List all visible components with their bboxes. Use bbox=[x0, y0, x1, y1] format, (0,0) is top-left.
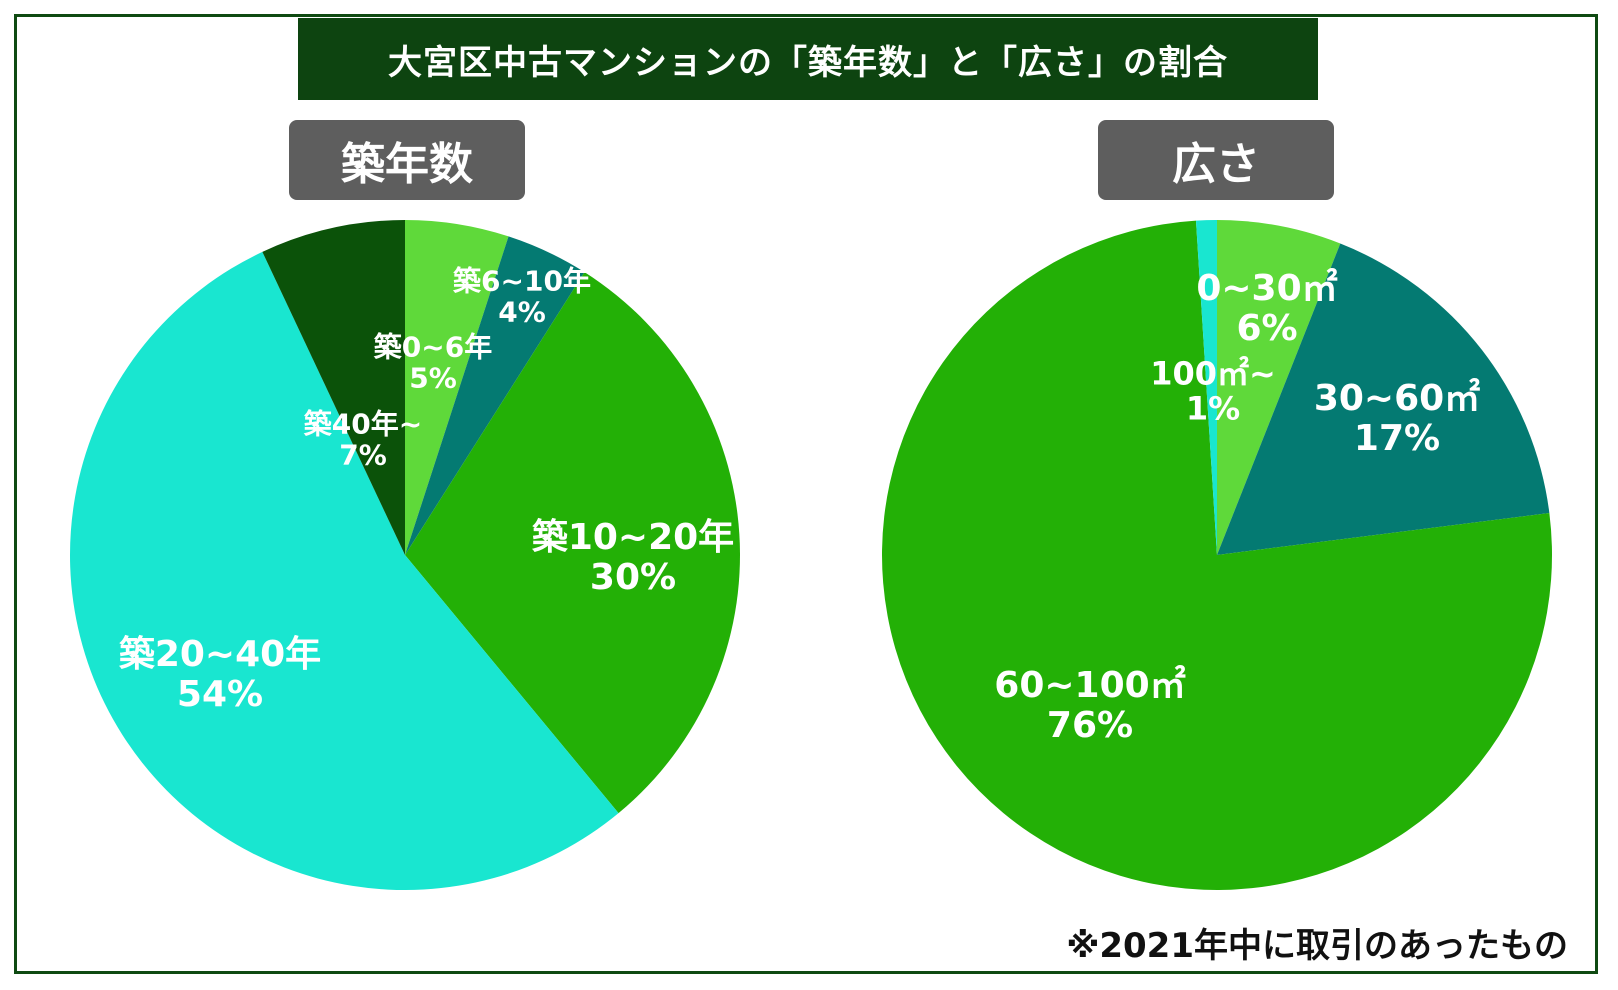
age-slice-percent-2: 30% bbox=[590, 557, 676, 598]
area-slice-1 bbox=[1217, 243, 1550, 555]
area-slice-3 bbox=[1195, 220, 1217, 555]
area-slice-percent-3: 1% bbox=[1186, 390, 1240, 428]
age-slice-label-1: 築6~10年 bbox=[452, 265, 591, 298]
area-slice-label-0: 0~30㎡ bbox=[1196, 267, 1337, 309]
age-slice-label-3: 築20~40年 bbox=[119, 634, 321, 675]
age-slice-percent-3: 54% bbox=[177, 674, 263, 715]
chart-title: 大宮区中古マンションの「築年数」と「広さ」の割合 bbox=[298, 18, 1318, 100]
area-slice-label-2: 60~100㎡ bbox=[994, 664, 1185, 706]
area-slice-2 bbox=[881, 220, 1552, 891]
age-slice-percent-1: 4% bbox=[498, 295, 546, 328]
age-slice-label-4: 築40年~ bbox=[303, 408, 422, 441]
area-chart-title: 広さ bbox=[1098, 120, 1334, 200]
footnote: ※2021年中に取引のあったもの bbox=[1066, 926, 1568, 966]
age-slice-3 bbox=[70, 251, 619, 890]
age-slice-label-0: 築0~6年 bbox=[373, 331, 492, 364]
area-slice-0 bbox=[1217, 220, 1341, 555]
age-slice-percent-0: 5% bbox=[409, 361, 457, 394]
area-slice-label-1: 30~60㎡ bbox=[1314, 377, 1480, 419]
age-chart-title: 築年数 bbox=[289, 120, 525, 200]
age-slice-0 bbox=[405, 220, 509, 555]
age-slice-4 bbox=[262, 220, 405, 555]
area-slice-percent-1: 17% bbox=[1354, 418, 1440, 459]
age-slice-percent-4: 7% bbox=[339, 438, 387, 471]
age-slice-label-2: 築10~20年 bbox=[532, 517, 734, 558]
area-slice-percent-2: 76% bbox=[1047, 705, 1133, 746]
chart-frame bbox=[14, 14, 1598, 974]
area-slice-percent-0: 6% bbox=[1236, 308, 1297, 349]
area-slice-label-3: 100㎡~ bbox=[1150, 354, 1276, 392]
age-slice-2 bbox=[405, 272, 741, 814]
age-slice-1 bbox=[405, 236, 585, 556]
